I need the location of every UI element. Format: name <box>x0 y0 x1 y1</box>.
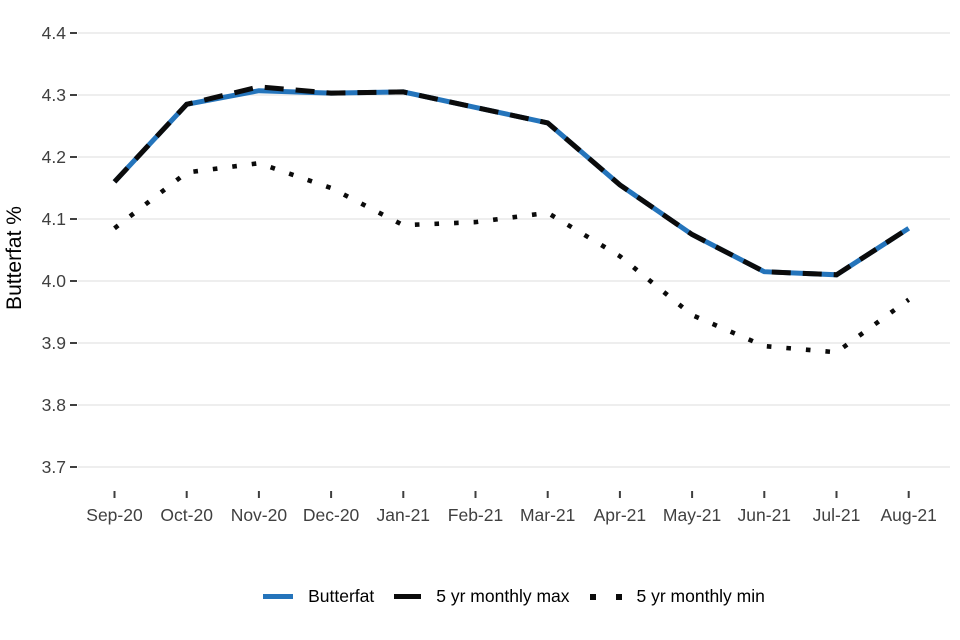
x-tick-label: Apr-21 <box>594 505 647 525</box>
min-line <box>113 160 911 355</box>
y-tick-label: 4.1 <box>42 209 66 229</box>
x-tick-label: Dec-20 <box>303 505 360 525</box>
max-line-swatch <box>394 594 422 599</box>
legend-item-min: 5 yr monthly min <box>589 586 765 607</box>
butterfat-line-chart: 4.4 4.3 4.2 4.1 4.0 3.9 3.8 3.7 Sep-20 Oct-20 Nov-… <box>3 23 950 525</box>
x-tick-label: Nov-20 <box>231 505 288 525</box>
y-tick-label: 3.8 <box>42 395 66 415</box>
x-tick-label: Jul-21 <box>813 505 861 525</box>
butterfat-line-swatch <box>263 594 294 599</box>
y-tick-label: 4.2 <box>42 147 66 167</box>
butterfat-line <box>112 88 911 278</box>
legend-item-max: 5 yr monthly max <box>394 586 570 607</box>
x-tick-label: Sep-20 <box>86 505 143 525</box>
x-tick-label: Aug-21 <box>880 505 936 525</box>
max-line <box>112 84 911 278</box>
chart-plot-area: 4.4 4.3 4.2 4.1 4.0 3.9 3.8 3.7 Sep-20 Oct-20 Nov-… <box>3 23 950 525</box>
x-tick-label: May-21 <box>663 505 721 525</box>
x-axis: Sep-20 Oct-20 Nov-20 Dec-20 Jan-21 Feb-21 Mar-… <box>86 491 937 525</box>
y-tick-label: 4.3 <box>42 85 66 105</box>
y-axis: 4.4 4.3 4.2 4.1 4.0 3.9 3.8 3.7 <box>42 23 77 477</box>
min-line-swatch <box>589 593 622 600</box>
legend-label-min: 5 yr monthly min <box>636 586 765 606</box>
x-tick-label: Jun-21 <box>738 505 792 525</box>
x-tick-label: Feb-21 <box>448 505 503 525</box>
legend-label-max: 5 yr monthly max <box>436 586 570 606</box>
chart-legend: Butterfat 5 yr monthly max 5 yr monthly … <box>0 586 960 607</box>
legend-item-butterfat: Butterfat <box>263 586 374 607</box>
legend-label-butterfat: Butterfat <box>308 586 375 606</box>
y-axis-title: Butterfat % <box>3 206 26 310</box>
y-tick-label: 4.0 <box>42 271 67 291</box>
y-tick-label: 3.9 <box>42 333 66 353</box>
y-tick-label: 3.7 <box>42 457 66 477</box>
x-tick-label: Mar-21 <box>520 505 575 525</box>
x-tick-label: Jan-21 <box>377 505 431 525</box>
x-tick-label: Oct-20 <box>160 505 213 525</box>
y-tick-label: 4.4 <box>42 23 67 43</box>
